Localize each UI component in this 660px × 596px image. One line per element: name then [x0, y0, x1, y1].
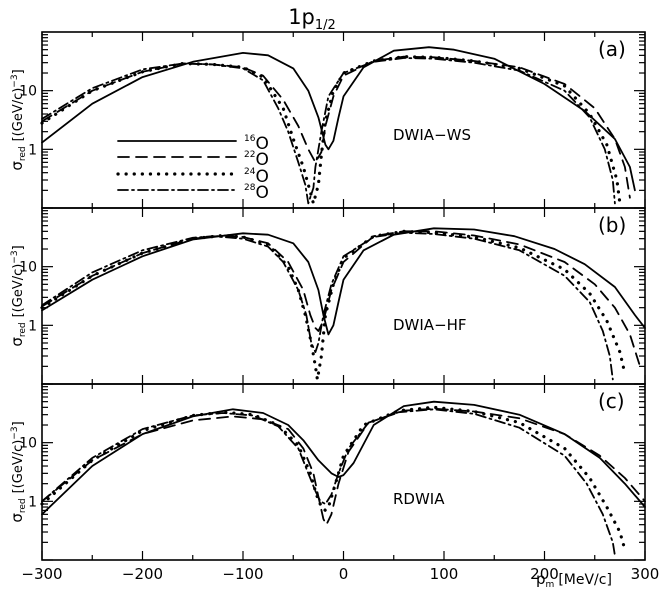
panel-c-ylabel-close: ] — [11, 421, 26, 426]
legend-mass-24o: 24 — [244, 167, 256, 177]
x-axis-label-main: p — [536, 570, 546, 588]
panel-b-model-label: DWIA−HF — [393, 316, 467, 334]
panel-b-ylabel-exp: −3 — [10, 250, 20, 263]
panel-a-series-16o — [41, 46, 636, 192]
panel-b-ylabel-main: σ — [8, 337, 26, 347]
legend-element-22o: O — [255, 150, 268, 170]
panel-a-ylabel-exp: −3 — [10, 74, 20, 87]
panel-a-model-label: DWIA−WS — [393, 126, 471, 144]
panel-c-series-24o — [40, 405, 627, 552]
panel-c-series-16o — [41, 400, 646, 516]
panel-b-series-16o — [41, 227, 646, 336]
legend-element-28o: O — [255, 183, 268, 203]
panel-a-ylabel: σred [(GeV/c)−3] — [8, 69, 28, 170]
x-tick-label: 200 — [530, 565, 559, 583]
panel-b-ytick-label: 10 — [19, 260, 37, 276]
panel-c-ylabel-sub: red — [18, 498, 28, 513]
x-tick-label: −100 — [222, 565, 263, 583]
legend-mass-22o: 22 — [244, 150, 255, 160]
panel-a-label: (a) — [598, 37, 626, 61]
panel-b-series-22o — [41, 230, 641, 368]
x-axis-label-sub: m — [546, 580, 555, 590]
panel-b-ylabel-unit: [(GeV/c) — [11, 264, 26, 318]
panel-b-label: (b) — [598, 213, 626, 237]
curves-layer — [40, 46, 646, 557]
panel-b-ylabel: σred [(GeV/c)−3] — [8, 245, 28, 346]
panel-a-ylabel-main: σ — [8, 161, 26, 171]
legend-label-16o: 16O — [244, 134, 269, 154]
panel-b-frame — [41, 207, 646, 385]
legend-label-28o: 28O — [244, 183, 269, 203]
panel-b-series-24o — [40, 229, 627, 381]
panel-c-ytick-label: 1 — [28, 494, 37, 510]
chart-title: 1p1/2 — [288, 5, 336, 33]
x-tick-label: 300 — [631, 565, 660, 583]
legend-label-22o: 22O — [244, 150, 269, 170]
legend-mass-16o: 16 — [244, 134, 256, 144]
chart-title-sub: 1/2 — [315, 18, 336, 33]
x-axis-label-unit: [MeV/c] — [558, 572, 612, 588]
panel-a-ytick-label: 10 — [19, 84, 37, 100]
panel-a-ylabel-sub: red — [18, 146, 28, 161]
panel-c-series-28o — [41, 408, 616, 557]
panel-c-ylabel-exp: −3 — [10, 426, 20, 439]
x-tick-label: −300 — [21, 565, 62, 583]
legend: 16O 22O 24O 28O — [116, 134, 269, 203]
panel-c-ytick-label: 10 — [19, 436, 37, 452]
panel-a-series-28o — [41, 57, 616, 205]
panel-b-series-28o — [41, 231, 614, 381]
panel-c-model-label: RDWIA — [393, 490, 445, 508]
panel-a-ylabel-unit: [(GeV/c) — [11, 88, 26, 142]
legend-element-16o: O — [255, 134, 268, 154]
legend-mass-28o: 28 — [244, 183, 256, 193]
panel-c-label: (c) — [598, 389, 625, 413]
panel-b-ytick-label: 1 — [28, 318, 37, 334]
panel-b-ylabel-close: ] — [11, 245, 26, 250]
panel-a-frame — [41, 31, 646, 209]
panel-a-ytick-label: 1 — [28, 142, 37, 158]
panel-c-ylabel-main: σ — [8, 513, 26, 523]
x-tick-label: −200 — [122, 565, 163, 583]
panel-c-ylabel-unit: [(GeV/c) — [11, 440, 26, 494]
panel-a-ylabel-close: ] — [11, 69, 26, 74]
legend-element-24o: O — [255, 167, 268, 187]
panel-c-series-22o — [41, 407, 646, 526]
legend-label-24o: 24O — [244, 167, 269, 187]
x-tick-label: 100 — [430, 565, 459, 583]
x-tick-label: 0 — [339, 565, 349, 583]
panel-c-frame — [41, 383, 646, 561]
x-axis-label: pm [MeV/c] — [536, 570, 612, 590]
panel-b-ylabel-sub: red — [18, 322, 28, 337]
axes-layer: 1 10 1 10 1 10 −300 −200 −100 0 100 200 300 — [19, 32, 659, 583]
panel-c-ylabel: σred [(GeV/c)−3] — [8, 421, 28, 522]
chart-title-main: 1p — [288, 5, 315, 29]
